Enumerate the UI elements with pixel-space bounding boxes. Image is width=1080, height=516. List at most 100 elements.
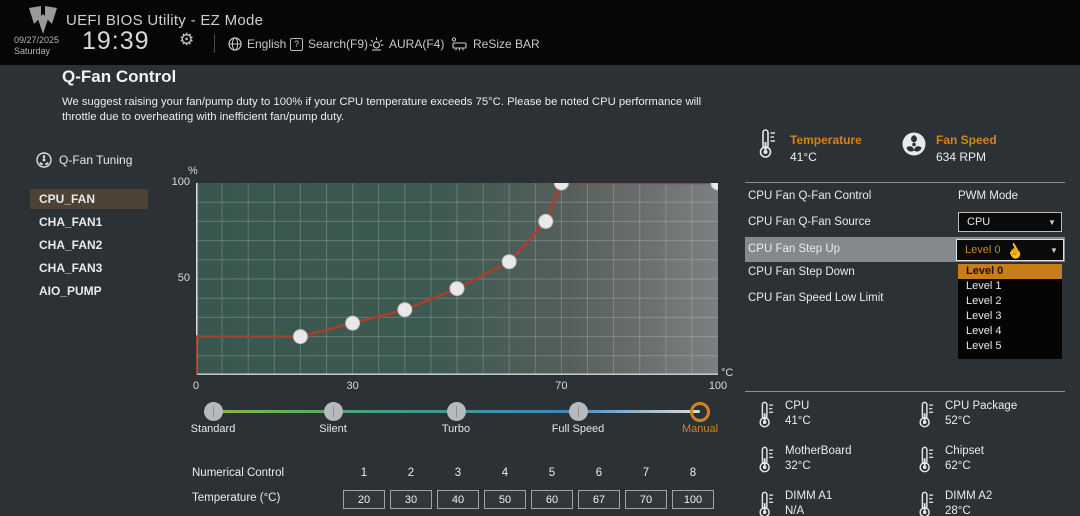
panel-divider-top (745, 182, 1065, 183)
aura-icon (369, 37, 384, 51)
dropdown-option-level4[interactable]: Level 4 (966, 325, 1002, 337)
point-index-8: 8 (689, 467, 697, 479)
topbar: UEFI BIOS Utility - EZ Mode 09/27/2025 S… (0, 0, 1080, 65)
search-icon: ? (290, 37, 303, 51)
point-index-5: 5 (548, 467, 556, 479)
curve-point[interactable] (345, 315, 361, 331)
slider-stop-silent[interactable] (324, 402, 343, 421)
sensor-dimm-a2: DIMM A2 28°C (917, 490, 992, 516)
sidebar-item-aio-pump[interactable]: AIO_PUMP (39, 284, 102, 298)
search-label: Search(F9) (308, 37, 369, 51)
point-index-6: 6 (595, 467, 603, 479)
app-title: UEFI BIOS Utility - EZ Mode (66, 12, 264, 29)
y-axis-unit: % (188, 165, 198, 177)
dropdown-option-level5[interactable]: Level 5 (966, 340, 1002, 352)
sidebar-item-cha-fan2[interactable]: CHA_FAN2 (39, 238, 103, 252)
temp-input-6[interactable] (578, 490, 620, 509)
slider-label-manual[interactable]: Manual (681, 423, 719, 435)
curve-point[interactable] (449, 281, 465, 297)
fan-speed-icon (902, 132, 926, 156)
language-button[interactable]: English (228, 37, 286, 51)
resize-bar-icon (451, 37, 467, 51)
temp-input-7[interactable] (625, 490, 667, 509)
temp-input-4[interactable] (484, 490, 526, 509)
y-tick-100: 100 (171, 176, 190, 188)
curve-point[interactable] (553, 183, 569, 191)
topbar-separator (214, 34, 215, 53)
curve-point[interactable] (397, 302, 413, 318)
curve-point[interactable] (292, 329, 308, 345)
qfan-tuning-icon (36, 152, 52, 168)
slider-stop-standard[interactable] (204, 402, 223, 421)
temperature-icon (759, 129, 775, 158)
thermometer-icon (759, 446, 774, 473)
temperature-row-label: Temperature (°C) (192, 492, 281, 504)
slider-stop-turbo[interactable] (447, 402, 466, 421)
slider-label-silent[interactable]: Silent (319, 423, 347, 435)
temp-input-5[interactable] (531, 490, 573, 509)
temp-input-2[interactable] (390, 490, 432, 509)
panel-divider-bottom (745, 391, 1065, 392)
resize-bar-button[interactable]: ReSize BAR (451, 37, 540, 51)
curve-point[interactable] (710, 183, 718, 191)
thermometer-icon (919, 401, 934, 428)
sensor-dimm-a1: DIMM A1 N/A (757, 490, 832, 516)
date: 09/27/2025 (14, 35, 60, 45)
x-tick-100: 100 (708, 380, 728, 392)
fan-curve-chart[interactable] (196, 183, 718, 375)
chevron-down-icon: ▼ (1050, 245, 1058, 255)
clock[interactable]: 19:39 (82, 27, 150, 55)
thermometer-icon (759, 401, 774, 428)
sensor-chipset: Chipset 62°C (917, 445, 984, 475)
dropdown-option-level0[interactable]: Level 0 (958, 264, 1062, 279)
temp-input-3[interactable] (437, 490, 479, 509)
x-tick-30: 30 (346, 380, 359, 392)
globe-icon (228, 37, 242, 51)
setting-qfan-control-value[interactable]: PWM Mode (958, 190, 1019, 202)
qfan-tuning-label: Q-Fan Tuning (59, 153, 133, 167)
language-label: English (247, 37, 287, 51)
slider-stop-manual[interactable] (690, 402, 710, 422)
point-index-7: 7 (642, 467, 650, 479)
tuf-logo-icon (29, 6, 57, 34)
sidebar-item-cha-fan1[interactable]: CHA_FAN1 (39, 215, 103, 229)
x-tick-70: 70 (555, 380, 568, 392)
temperature-status-value: 41°C (790, 150, 817, 164)
date-block[interactable]: 09/27/2025 Saturday (14, 35, 59, 57)
slider-label-standard[interactable]: Standard (190, 423, 236, 435)
sidebar-item-cpu-fan[interactable]: CPU_FAN (30, 189, 148, 209)
gear-icon[interactable]: ⚙ (179, 30, 195, 49)
slider-label-turbo[interactable]: Turbo (441, 423, 471, 435)
sidebar-item-cha-fan3[interactable]: CHA_FAN3 (39, 261, 103, 275)
slider-stop-full-speed[interactable] (569, 402, 588, 421)
thermometer-icon (919, 491, 934, 516)
step-up-select[interactable]: Level 0 ▼ (956, 239, 1064, 261)
thermometer-icon (759, 491, 774, 516)
dropdown-option-level1[interactable]: Level 1 (966, 280, 1002, 292)
temp-input-8[interactable] (672, 490, 714, 509)
dropdown-option-level2[interactable]: Level 2 (966, 295, 1002, 307)
chevron-down-icon: ▼ (1048, 217, 1056, 227)
setting-qfan-control-label: CPU Fan Q-Fan Control (748, 190, 872, 202)
sensor-cpu: CPU 41°C (757, 400, 811, 430)
fan-speed-status-label: Fan Speed (936, 133, 997, 147)
resize-bar-label: ReSize BAR (473, 37, 540, 51)
day: Saturday (14, 46, 51, 56)
aura-button[interactable]: AURA(F4) (369, 37, 444, 51)
qfan-tuning-button[interactable]: Q-Fan Tuning (36, 152, 132, 168)
dropdown-option-level3[interactable]: Level 3 (966, 310, 1002, 322)
point-index-4: 4 (501, 467, 509, 479)
curve-point[interactable] (501, 254, 517, 270)
search-button[interactable]: ? Search(F9) (290, 37, 368, 51)
qfan-source-select[interactable]: CPU ▼ (958, 212, 1062, 232)
curve-point[interactable] (538, 213, 554, 229)
setting-step-down-label: CPU Fan Step Down (748, 266, 855, 278)
fan-speed-status-value: 634 RPM (936, 150, 987, 164)
slider-label-full-speed[interactable]: Full Speed (551, 423, 605, 435)
setting-low-limit-label: CPU Fan Speed Low Limit (748, 292, 884, 304)
point-index-1: 1 (360, 467, 368, 479)
temperature-status-label: Temperature (790, 133, 862, 147)
temp-input-1[interactable] (343, 490, 385, 509)
x-tick-0: 0 (192, 380, 200, 392)
